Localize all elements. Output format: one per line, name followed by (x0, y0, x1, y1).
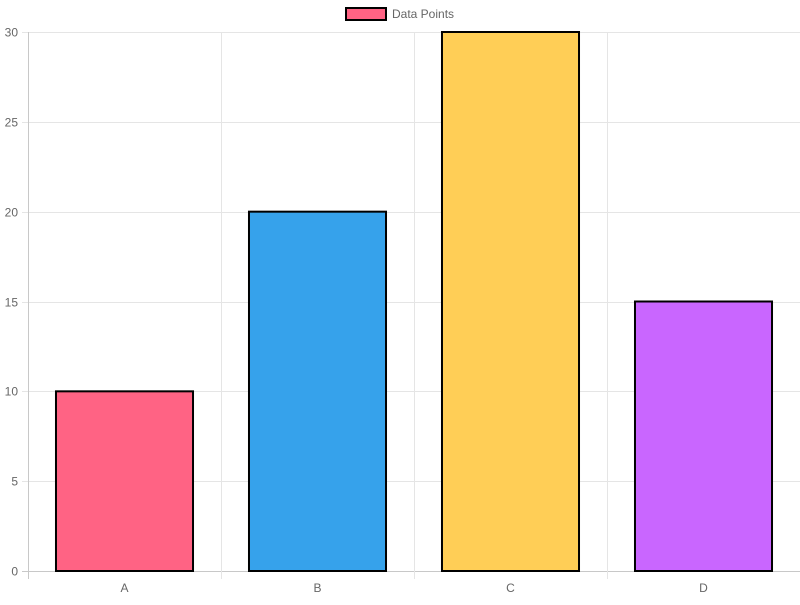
y-tick-label: 15 (5, 296, 19, 310)
bar-a[interactable] (54, 390, 195, 573)
bars (54, 31, 774, 573)
y-tick-label: 10 (5, 385, 19, 399)
y-tick-label: 25 (5, 116, 19, 130)
legend[interactable]: Data Points (345, 7, 454, 21)
y-tick-label: 20 (5, 206, 19, 220)
y-tick-label: 0 (11, 565, 18, 579)
axes: 0 5 10 15 20 25 30 A B C D (5, 26, 709, 596)
bar-c[interactable] (440, 31, 581, 572)
x-tick-label: A (120, 581, 128, 595)
x-tick-label: B (313, 581, 321, 595)
legend-swatch[interactable] (345, 7, 387, 21)
y-tick-label: 5 (11, 475, 18, 489)
legend-label[interactable]: Data Points (392, 7, 454, 21)
bar-b[interactable] (247, 210, 388, 573)
x-tick-label: C (506, 581, 515, 595)
x-tick-label: D (699, 581, 708, 595)
bar-d[interactable] (633, 300, 774, 572)
y-tick-label: 30 (5, 26, 19, 40)
